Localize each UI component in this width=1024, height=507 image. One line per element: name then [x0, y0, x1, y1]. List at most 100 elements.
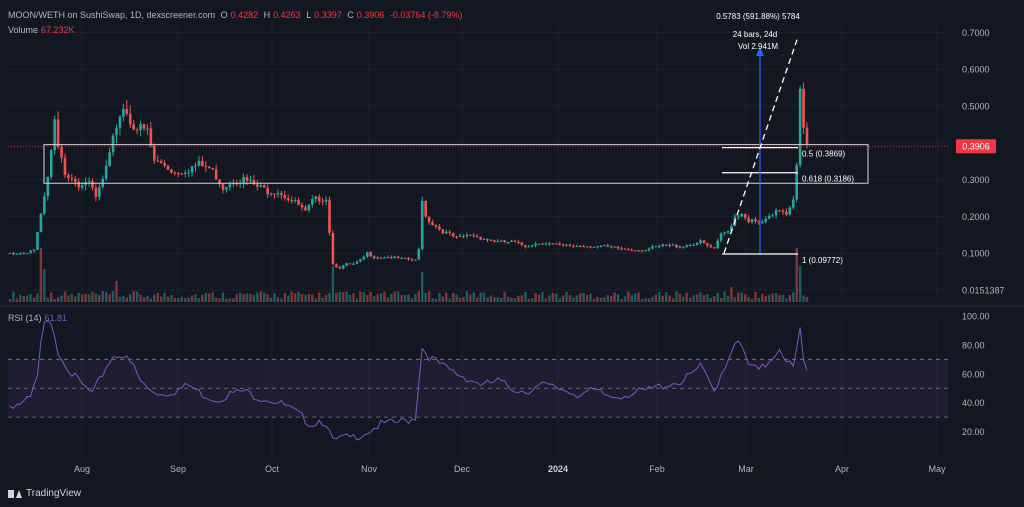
candle-body — [544, 243, 548, 245]
volume-bar — [197, 297, 201, 302]
price-tick-label: 0.1000 — [962, 249, 990, 259]
volume-bar — [352, 293, 355, 302]
candle-body — [352, 263, 355, 265]
candle-body — [530, 245, 534, 247]
volume-bar — [489, 295, 493, 302]
tradingview-logo[interactable]: TradingView — [8, 488, 81, 499]
volume-bar — [774, 293, 778, 302]
volume-bar — [129, 294, 132, 302]
rsi-tick-label: 40.00 — [962, 398, 985, 408]
volume-bar — [249, 293, 252, 302]
volume-bar — [218, 298, 221, 302]
low-label: L — [306, 10, 312, 20]
candle-body — [53, 119, 56, 151]
candle-body — [111, 135, 115, 153]
candle-body — [8, 252, 12, 254]
candle-body — [173, 172, 177, 174]
measure-label-volume: Vol 2.941M — [738, 42, 778, 51]
candle-body — [338, 266, 342, 269]
candle-body — [118, 116, 122, 128]
price-tick-label: 0.5000 — [962, 101, 990, 111]
volume-bar — [304, 294, 307, 302]
volume-bar — [355, 298, 359, 302]
volume-bar — [699, 292, 702, 302]
candle-body — [462, 235, 465, 237]
volume-bar — [458, 297, 462, 302]
volume-bar — [682, 296, 685, 302]
candle-body — [798, 88, 802, 166]
volume-bar — [163, 292, 166, 302]
measure-dashed-line — [723, 39, 798, 254]
volume-bar — [228, 298, 232, 302]
volume-bar — [417, 291, 421, 302]
candle-body — [214, 169, 218, 180]
volume-bar — [548, 295, 551, 302]
low-value: 0.3397 — [314, 10, 342, 20]
candle-body — [475, 236, 479, 238]
volume-bar — [640, 298, 644, 302]
volume-bar — [311, 294, 314, 302]
volume-bar — [407, 294, 410, 302]
volume-bar — [723, 291, 726, 302]
candle-body — [266, 187, 269, 195]
close-value: 0.3906 — [356, 10, 385, 20]
candle-body — [668, 245, 671, 247]
volume-bar — [465, 291, 469, 302]
candle-body — [376, 257, 379, 259]
candle-body — [589, 246, 592, 248]
volume-bar — [579, 293, 582, 302]
candle-body — [77, 181, 81, 188]
candle-body — [736, 216, 740, 218]
candle-body — [87, 180, 91, 183]
candle-body — [578, 246, 582, 248]
candle-body — [94, 187, 98, 197]
candle-body — [548, 243, 551, 245]
volume-bar — [726, 295, 730, 302]
rsi-tick-label: 100.00 — [962, 312, 990, 322]
volume-bar — [43, 269, 46, 302]
measure-arrow-icon — [756, 47, 764, 56]
time-tick-label: Feb — [649, 464, 665, 474]
tradingview-mark-icon — [8, 489, 22, 498]
volume-bar — [469, 294, 472, 302]
volume-bar — [166, 296, 170, 302]
rsi-tick-label: 80.00 — [962, 340, 985, 350]
volume-bar — [67, 295, 70, 302]
candle-body — [795, 165, 798, 200]
candle-body — [723, 232, 726, 234]
candle-body — [211, 168, 214, 170]
volume-bar — [410, 298, 414, 302]
volume-bar — [798, 266, 802, 302]
candle-body — [554, 243, 558, 245]
candle-body — [341, 265, 345, 269]
ohlc-legend: MOON/WETH on SushiSwap, 1D, dexscreener.… — [8, 10, 465, 20]
candle-body — [654, 246, 658, 248]
candle-body — [269, 193, 273, 195]
candle-body — [286, 197, 290, 201]
volume-bar — [534, 293, 537, 302]
volume-bar — [445, 292, 448, 302]
volume-bar — [582, 293, 585, 302]
fib-level-label: 0.618 (0.3186) — [802, 175, 854, 184]
volume-bar — [63, 291, 67, 302]
candle-body — [335, 264, 338, 267]
volume-bar — [520, 295, 524, 302]
volume-bar — [709, 297, 713, 302]
candle-body — [355, 261, 359, 264]
volume-bar — [153, 294, 156, 302]
volume-bar — [462, 297, 465, 302]
volume-bar — [29, 293, 32, 302]
candle-body — [228, 184, 232, 188]
candle-body — [32, 249, 36, 251]
volume-bar — [613, 292, 616, 302]
candle-body — [726, 231, 730, 233]
candle-body — [764, 218, 768, 222]
candle-body — [194, 165, 197, 167]
candle-body — [91, 180, 94, 188]
volume-bar — [506, 296, 510, 302]
candle-body — [156, 160, 160, 162]
volume-bar — [87, 294, 91, 302]
candle-body — [558, 243, 561, 245]
candle-body — [664, 244, 668, 246]
